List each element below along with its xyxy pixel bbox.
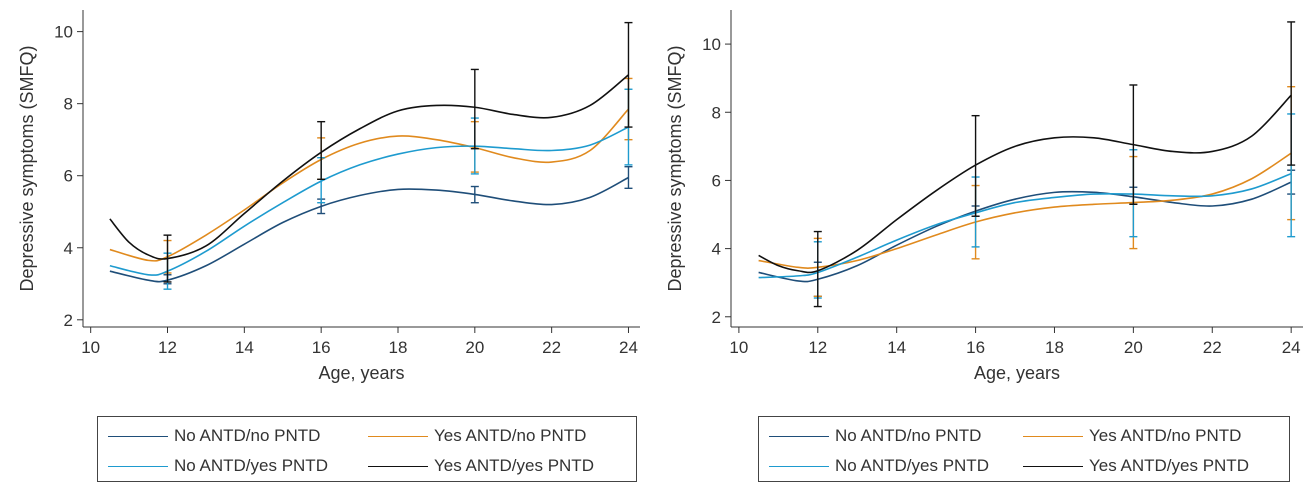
y-tick-label: 10 <box>702 35 721 54</box>
legend-swatch <box>1023 465 1083 467</box>
x-tick-label: 22 <box>1203 338 1222 357</box>
legend-label: No ANTD/no PNTD <box>174 426 321 445</box>
legend-item-no-antd-yes-pntd: No ANTD/yes PNTD <box>769 455 989 477</box>
x-tick-label: 10 <box>81 338 100 357</box>
right-chart-panel: 2 4 6 8 10 10 12 14 16 18 20 22 24 Age, years Depressi… <box>658 0 1315 482</box>
legend-item-no-antd-no-pntd: No ANTD/no PNTD <box>108 425 320 447</box>
y-tick-label: 6 <box>712 171 721 190</box>
y-tick-label: 4 <box>712 240 721 259</box>
left-chart-panel: 2 4 6 8 10 10 12 14 16 18 20 22 24 Age, years Depressi… <box>0 0 657 482</box>
legend-item-yes-antd-no-pntd: Yes ANTD/no PNTD <box>1023 425 1241 447</box>
x-tick-label: 18 <box>1045 338 1064 357</box>
x-tick-label: 24 <box>619 338 638 357</box>
x-tick-label: 22 <box>542 338 561 357</box>
legend-label: Yes ANTD/yes PNTD <box>434 456 594 475</box>
legend-swatch <box>769 435 829 437</box>
x-tick-label: 12 <box>808 338 827 357</box>
legend-item-yes-antd-yes-pntd: Yes ANTD/yes PNTD <box>1023 455 1249 477</box>
legend-swatch <box>769 465 829 467</box>
y-tick-label: 2 <box>64 311 73 330</box>
x-axis-label: Age, years <box>318 363 404 383</box>
x-tick-label: 12 <box>158 338 177 357</box>
legend-label: No ANTD/yes PNTD <box>174 456 328 475</box>
x-tick-label: 16 <box>966 338 985 357</box>
legend-swatch <box>108 465 168 467</box>
legend-item-no-antd-yes-pntd: No ANTD/yes PNTD <box>108 455 328 477</box>
legend-label: Yes ANTD/no PNTD <box>434 426 587 445</box>
series-line <box>758 94 1292 274</box>
y-tick-label: 2 <box>712 308 721 327</box>
series-line <box>109 108 630 262</box>
series-line <box>109 126 629 276</box>
x-tick-label: 14 <box>887 338 906 357</box>
legend-item-no-antd-no-pntd: No ANTD/no PNTD <box>769 425 981 447</box>
series-line <box>758 172 1292 279</box>
series-line <box>109 176 629 283</box>
x-tick-label: 14 <box>235 338 254 357</box>
legend-swatch <box>368 435 428 437</box>
legend-swatch <box>368 465 428 467</box>
series-line <box>758 181 1292 283</box>
x-tick-label: 16 <box>312 338 331 357</box>
y-axis-label: Depressive symptoms (SMFQ) <box>17 45 37 291</box>
legend-swatch <box>1023 435 1083 437</box>
left-legend: No ANTD/no PNTD Yes ANTD/no PNTD No ANTD… <box>97 416 637 482</box>
x-axis-label: Age, years <box>974 363 1060 383</box>
x-tick-label: 20 <box>465 338 484 357</box>
y-tick-label: 4 <box>64 239 73 258</box>
legend-item-yes-antd-no-pntd: Yes ANTD/no PNTD <box>368 425 586 447</box>
series-line <box>758 152 1292 270</box>
x-tick-label: 24 <box>1282 338 1301 357</box>
y-tick-label: 10 <box>54 23 73 42</box>
y-tick-label: 6 <box>64 167 73 186</box>
legend-label: Yes ANTD/yes PNTD <box>1089 456 1249 475</box>
series-line <box>109 74 629 260</box>
legend-label: Yes ANTD/no PNTD <box>1089 426 1242 445</box>
x-tick-label: 18 <box>389 338 408 357</box>
legend-label: No ANTD/yes PNTD <box>835 456 989 475</box>
right-legend: No ANTD/no PNTD Yes ANTD/no PNTD No ANTD… <box>758 416 1290 482</box>
legend-swatch <box>108 435 168 437</box>
x-tick-label: 10 <box>729 338 748 357</box>
legend-label: No ANTD/no PNTD <box>835 426 982 445</box>
x-tick-label: 20 <box>1124 338 1143 357</box>
y-axis-label: Depressive symptoms (SMFQ) <box>665 45 685 291</box>
legend-item-yes-antd-yes-pntd: Yes ANTD/yes PNTD <box>368 455 594 477</box>
y-tick-label: 8 <box>64 95 73 114</box>
y-tick-label: 8 <box>712 103 721 122</box>
